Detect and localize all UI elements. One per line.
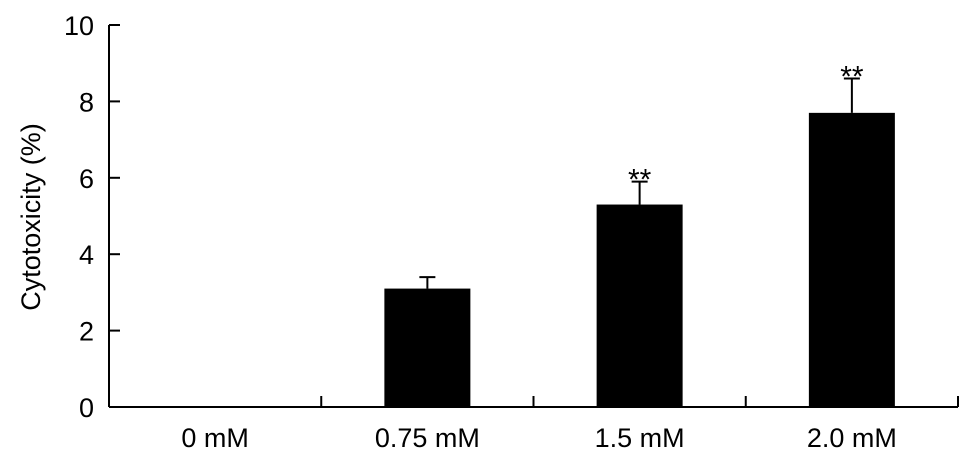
- bar: [384, 288, 471, 407]
- y-tick-label: 10: [64, 11, 94, 41]
- y-tick-label: 6: [79, 164, 94, 194]
- x-tick-label: 0.75 mM: [375, 423, 480, 453]
- bar: [596, 204, 683, 407]
- y-tick-label: 2: [79, 317, 94, 347]
- x-tick-label: 1.5 mM: [595, 423, 685, 453]
- y-axis-title: Cytotoxicity (%): [16, 123, 46, 311]
- bar: [808, 112, 895, 408]
- significance-marker: **: [840, 60, 864, 93]
- y-tick-label: 0: [79, 393, 94, 423]
- y-tick-label: 8: [79, 87, 94, 117]
- x-axis: 0 mM 0.75 mM 1.5 mM 2.0 mM: [109, 396, 959, 453]
- significance-marker: **: [628, 164, 652, 197]
- bars: ** **: [384, 60, 895, 408]
- y-tick-label: 4: [79, 240, 94, 270]
- x-tick-label: 0 mM: [181, 423, 249, 453]
- y-axis: 0 2 4 6 8 10: [64, 11, 120, 423]
- x-tick-label: 2.0 mM: [807, 423, 897, 453]
